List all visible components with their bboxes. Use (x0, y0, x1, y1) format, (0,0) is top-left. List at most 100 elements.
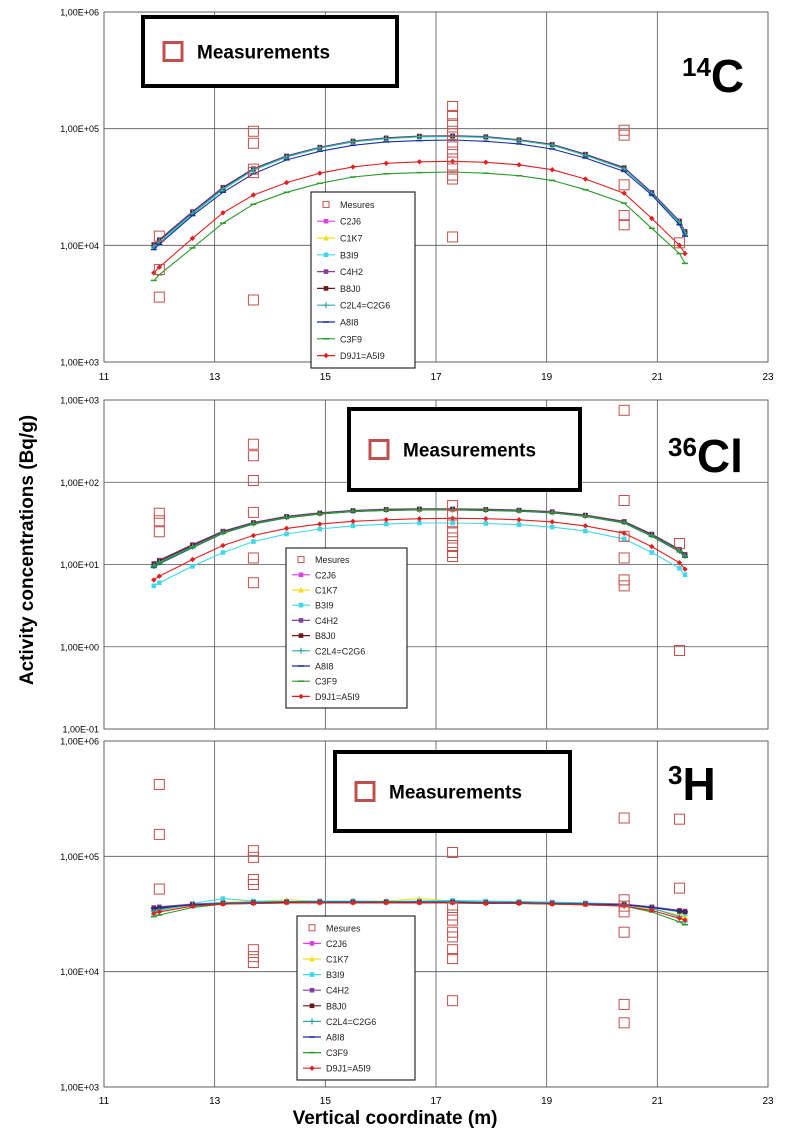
series-point (156, 264, 163, 270)
series-point (549, 166, 555, 173)
legend-marker (309, 956, 315, 962)
series-point (416, 516, 423, 522)
legend-marker (323, 302, 329, 309)
legend-label: D9J1=A5I9 (326, 1064, 371, 1074)
legend-marker (298, 602, 304, 608)
measurement-point (618, 574, 630, 586)
legend-marker (323, 252, 329, 258)
series-point (582, 176, 589, 182)
legend-label: B8J0 (340, 284, 361, 294)
panel-label-mass-number: 36 (668, 432, 697, 462)
legend-marker (309, 987, 315, 993)
legend-label: C4H2 (326, 986, 349, 996)
legend-marker (309, 1018, 315, 1025)
y-axis-label: Activity concentrations (Bq/g) (17, 414, 38, 686)
legend-label: C2L4=C2G6 (326, 1017, 376, 1027)
panel-label-symbol: C (711, 50, 744, 102)
series-point (676, 242, 683, 249)
measurement-point (673, 813, 685, 825)
series-point (157, 580, 162, 586)
y-tick-label: 1,00E+02 (60, 478, 99, 488)
measurement-point (618, 530, 630, 542)
measurement-point (673, 645, 685, 657)
measurement-point (618, 906, 630, 918)
measurement-point (247, 951, 259, 963)
measurements (153, 778, 685, 1029)
measurement-point (447, 173, 459, 185)
x-tick-label: 23 (762, 372, 774, 383)
legend: Mesures C2J6 C1K7 B3I9 C4H2 B8J0 C2L4=C2G6 A8I8… (296, 915, 416, 1081)
series-point (676, 915, 683, 922)
series-point (649, 215, 655, 222)
measurement-point (618, 812, 630, 824)
series-point (516, 900, 522, 907)
legend-swatch (308, 924, 316, 932)
y-tick-label: 1,00E+05 (60, 852, 99, 862)
measurements-callout-symbol (162, 41, 184, 62)
measurement-point (447, 953, 459, 965)
series-point (219, 185, 226, 192)
measurement-point (447, 131, 459, 143)
y-tick-label: 1,00E+05 (60, 124, 99, 134)
panel-label-mass-number: 3 (668, 760, 682, 790)
measurement-point (247, 506, 259, 518)
measurement-point (447, 161, 459, 173)
x-tick-label: 17 (430, 1096, 442, 1107)
series-point (416, 900, 423, 906)
legend-label: C1K7 (326, 955, 349, 965)
legend-label: C3F9 (340, 334, 362, 344)
legend-label: B3I9 (326, 970, 345, 980)
series-point (317, 526, 323, 532)
legend-marker (298, 587, 304, 593)
measurements-callout-symbol (368, 439, 390, 460)
series-point (283, 900, 290, 906)
measurement-point (247, 944, 259, 956)
series-point (416, 133, 423, 140)
legend-marker (298, 572, 304, 578)
series-point (516, 522, 522, 527)
legend-marker (323, 286, 329, 291)
measurement-point (447, 902, 459, 914)
series-point (583, 528, 588, 534)
series-point (151, 577, 157, 583)
y-tick-label: 1,00E+01 (60, 560, 99, 570)
measurement-point (618, 580, 630, 592)
measurement-point (247, 552, 259, 564)
legend-label: B8J0 (326, 1001, 347, 1011)
panel-label-mass-number: 14 (682, 52, 711, 82)
legend-marker (323, 352, 329, 359)
series-point (621, 165, 628, 172)
series-point (383, 160, 389, 166)
legend-marker (298, 633, 304, 638)
legend: Mesures C2J6 C1K7 B3I9 C4H2 B8J0 C2L4=C2G6 A8I8… (310, 191, 416, 369)
x-tick-label: 13 (209, 372, 221, 383)
series-point (189, 556, 196, 563)
series-point (549, 519, 555, 525)
series-point (549, 141, 556, 148)
measurement-point (447, 526, 459, 538)
legend-label: Mesures (326, 923, 361, 933)
measurements (153, 100, 685, 306)
legend-marker (309, 941, 315, 946)
series-point (150, 243, 157, 250)
measurements-callout-label: Measurements (197, 43, 330, 64)
series-point (220, 210, 226, 216)
series-point (516, 162, 522, 168)
measurement-point (447, 500, 459, 512)
legend-marker (323, 218, 329, 224)
legend-label: B3I9 (315, 601, 334, 611)
legend-label: C3F9 (326, 1048, 348, 1058)
series-point (220, 542, 226, 549)
series-point (383, 521, 389, 527)
panel-2: 1,00E-01 1,00E+00 1,00E+01 1,00E+02 1,00E+03… (60, 396, 769, 735)
series-point (682, 566, 688, 572)
measurement-point (247, 851, 259, 863)
series-C2L4=C2G6 (150, 133, 688, 250)
series-point (220, 901, 226, 907)
measurement-point (618, 129, 630, 141)
series-point (151, 583, 157, 589)
series-point (450, 520, 455, 526)
x-tick-label: 15 (320, 1096, 332, 1107)
x-tick-label: 11 (99, 1096, 110, 1107)
measurement-point (247, 845, 259, 857)
